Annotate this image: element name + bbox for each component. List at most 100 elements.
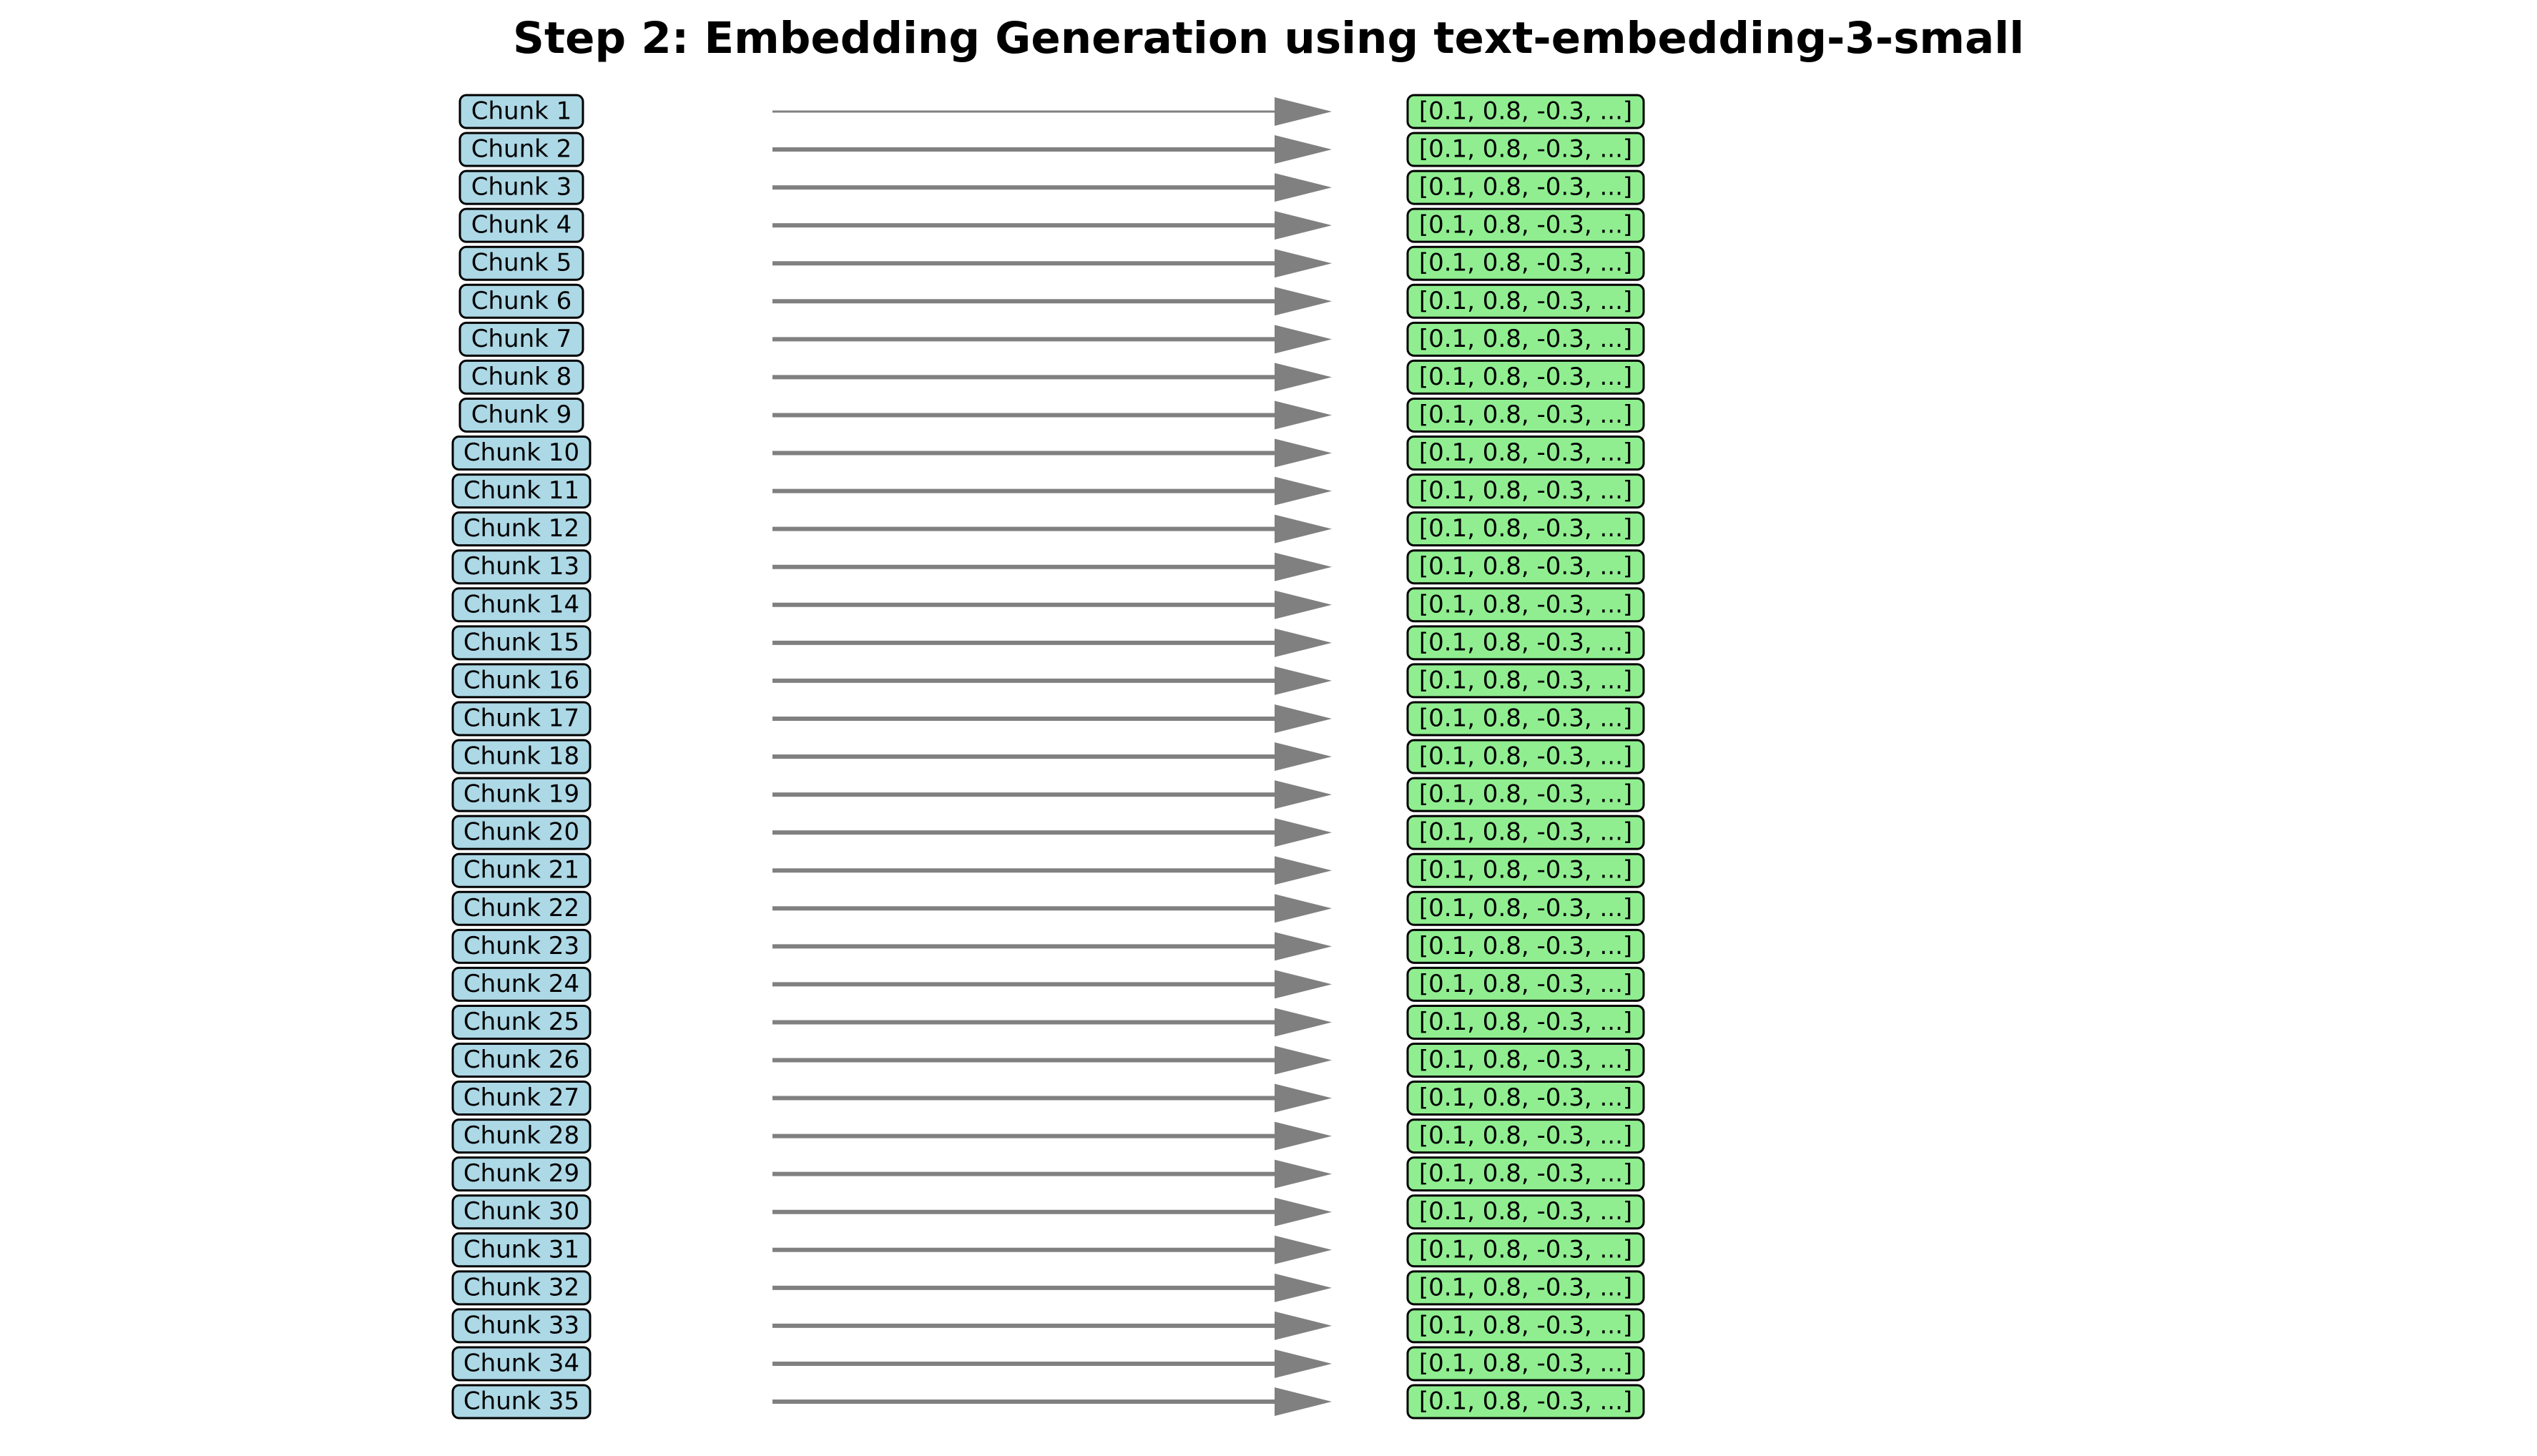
embedding-box	[1406, 852, 1645, 888]
chunk-box	[451, 852, 592, 888]
chunk-box	[451, 1232, 592, 1268]
chunk-label: Chunk 1	[471, 97, 572, 126]
diagram-row: Chunk 11 [0.1, 0.8, -0.3, ...]	[451, 473, 1645, 509]
chunk-label: Chunk 10	[463, 438, 579, 467]
chunk-box	[451, 966, 592, 1002]
embedding-box	[1406, 1081, 1645, 1116]
embedding-box	[1406, 473, 1645, 509]
diagram-row: Chunk 29 [0.1, 0.8, -0.3, ...]	[451, 1156, 1645, 1192]
chunk-label: Chunk 9	[471, 400, 572, 429]
embedding-label: [0.1, 0.8, -0.3, ...]	[1419, 552, 1632, 581]
embedding-label: [0.1, 0.8, -0.3, ...]	[1419, 666, 1632, 694]
embedding-box	[1406, 1232, 1645, 1268]
arrow-head	[1275, 894, 1332, 923]
arrow-head	[1275, 97, 1332, 126]
chunk-label: Chunk 19	[463, 780, 579, 809]
arrow-head	[1275, 628, 1332, 657]
chunk-label: Chunk 7	[471, 325, 572, 353]
embedding-box	[1406, 1270, 1645, 1306]
chunk-box	[451, 1156, 592, 1192]
embedding-box	[1406, 777, 1645, 812]
chunk-label: Chunk 6	[471, 287, 572, 315]
diagram-row: Chunk 22 [0.1, 0.8, -0.3, ...]	[451, 890, 1645, 926]
diagram-row: Chunk 7 [0.1, 0.8, -0.3, ...]	[458, 321, 1645, 357]
chunk-label: Chunk 30	[463, 1197, 579, 1226]
embedding-label: [0.1, 0.8, -0.3, ...]	[1419, 742, 1632, 771]
diagram-row: Chunk 5 [0.1, 0.8, -0.3, ...]	[458, 245, 1645, 281]
arrow-head	[1275, 1387, 1332, 1417]
diagram-row: Chunk 33 [0.1, 0.8, -0.3, ...]	[451, 1308, 1645, 1344]
embedding-label: [0.1, 0.8, -0.3, ...]	[1419, 1121, 1632, 1150]
diagram-row: Chunk 13 [0.1, 0.8, -0.3, ...]	[451, 549, 1645, 585]
diagram-row: Chunk 2 [0.1, 0.8, -0.3, ...]	[458, 132, 1645, 167]
diagram-row: Chunk 3 [0.1, 0.8, -0.3, ...]	[458, 169, 1645, 205]
diagram-row: Chunk 10 [0.1, 0.8, -0.3, ...]	[451, 436, 1645, 471]
arrow-head	[1275, 514, 1332, 543]
embedding-box	[1406, 397, 1645, 433]
embedding-box	[1406, 663, 1645, 699]
diagram-row: Chunk 8 [0.1, 0.8, -0.3, ...]	[458, 359, 1645, 395]
chunk-box	[458, 94, 584, 129]
embedding-label: [0.1, 0.8, -0.3, ...]	[1419, 1046, 1632, 1074]
chunk-box	[451, 587, 592, 623]
chunk-label: Chunk 25	[463, 1008, 579, 1036]
chunk-box	[451, 1004, 592, 1040]
embedding-label: [0.1, 0.8, -0.3, ...]	[1419, 818, 1632, 847]
chunk-box	[451, 1081, 592, 1116]
diagram-row: Chunk 1 [0.1, 0.8, -0.3, ...]	[458, 94, 1645, 129]
diagram-row: Chunk 12 [0.1, 0.8, -0.3, ...]	[451, 511, 1645, 547]
diagram-row: Chunk 15 [0.1, 0.8, -0.3, ...]	[451, 625, 1645, 661]
arrow-head	[1275, 552, 1332, 581]
diagram-row: Chunk 27 [0.1, 0.8, -0.3, ...]	[451, 1081, 1645, 1116]
chunk-box	[458, 169, 584, 205]
diagram-row: Chunk 20 [0.1, 0.8, -0.3, ...]	[451, 815, 1645, 850]
diagram-row: Chunk 25 [0.1, 0.8, -0.3, ...]	[451, 1004, 1645, 1040]
chunk-box	[458, 397, 584, 433]
chunk-box	[451, 1346, 592, 1382]
chunk-box	[451, 625, 592, 661]
embedding-box	[1406, 359, 1645, 395]
embedding-box	[1406, 245, 1645, 281]
diagram-row: Chunk 34 [0.1, 0.8, -0.3, ...]	[451, 1346, 1645, 1382]
embedding-label: [0.1, 0.8, -0.3, ...]	[1419, 780, 1632, 809]
embedding-box	[1406, 587, 1645, 623]
chunk-label: Chunk 8	[471, 363, 572, 391]
embedding-label: [0.1, 0.8, -0.3, ...]	[1419, 1311, 1632, 1339]
embedding-label: [0.1, 0.8, -0.3, ...]	[1419, 514, 1632, 543]
chunk-box	[458, 132, 584, 167]
embedding-label: [0.1, 0.8, -0.3, ...]	[1419, 704, 1632, 732]
chunk-box	[458, 283, 584, 319]
embedding-label: [0.1, 0.8, -0.3, ...]	[1419, 173, 1632, 202]
arrow-head	[1275, 590, 1332, 619]
chunk-box	[451, 815, 592, 850]
chunk-label: Chunk 18	[463, 742, 579, 771]
embedding-box	[1406, 625, 1645, 661]
chunk-box	[451, 1043, 592, 1078]
chunk-label: Chunk 26	[463, 1046, 579, 1074]
embedding-box	[1406, 1308, 1645, 1344]
embedding-label: [0.1, 0.8, -0.3, ...]	[1419, 400, 1632, 429]
arrow-head	[1275, 1159, 1332, 1189]
embedding-label: [0.1, 0.8, -0.3, ...]	[1419, 1349, 1632, 1377]
chunk-label: Chunk 3	[471, 173, 572, 202]
embedding-label: [0.1, 0.8, -0.3, ...]	[1419, 1008, 1632, 1036]
chunk-label: Chunk 20	[463, 818, 579, 847]
chunk-label: Chunk 4	[471, 211, 572, 240]
embedding-box	[1406, 890, 1645, 926]
arrow-head	[1275, 932, 1332, 961]
embedding-box	[1406, 739, 1645, 774]
chunk-box	[451, 436, 592, 471]
arrow-head	[1275, 1121, 1332, 1151]
embedding-label: [0.1, 0.8, -0.3, ...]	[1419, 894, 1632, 923]
embedding-label: [0.1, 0.8, -0.3, ...]	[1419, 932, 1632, 960]
embedding-box	[1406, 1156, 1645, 1192]
arrow-head	[1275, 476, 1332, 506]
diagram-row: Chunk 28 [0.1, 0.8, -0.3, ...]	[451, 1118, 1645, 1154]
embedding-label: [0.1, 0.8, -0.3, ...]	[1419, 135, 1632, 164]
arrow-head	[1275, 1008, 1332, 1037]
embedding-label: [0.1, 0.8, -0.3, ...]	[1419, 211, 1632, 240]
embedding-box	[1406, 283, 1645, 319]
embedding-box	[1406, 966, 1645, 1002]
chunk-box	[451, 473, 592, 509]
diagram-row: Chunk 9 [0.1, 0.8, -0.3, ...]	[458, 397, 1645, 433]
